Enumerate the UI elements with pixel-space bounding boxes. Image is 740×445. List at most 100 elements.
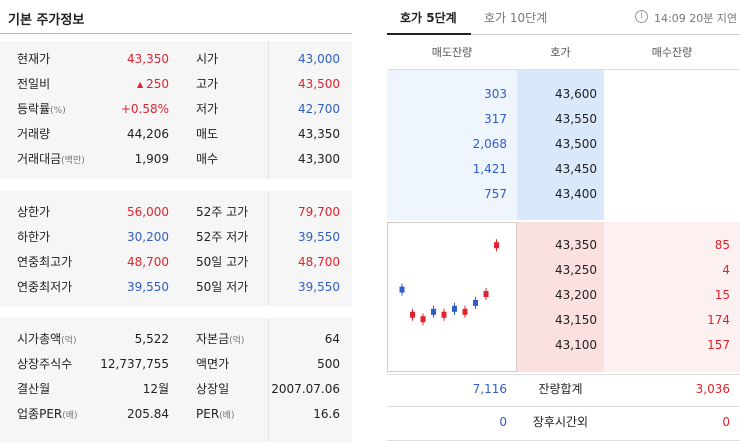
bid-price-area (517, 222, 604, 372)
info-value-secondary: 79,700 (298, 205, 340, 219)
info-label: 거래대금(백만) (17, 152, 85, 166)
stock-info-row: 연중최저가 39,550 50일 저가 39,550 (0, 275, 352, 300)
tabs-divider (387, 34, 740, 35)
ask-qty: 1,421 (472, 162, 507, 176)
info-value: 12월 (142, 382, 169, 396)
tab-orderbook-5[interactable]: 호가 5단계 (400, 11, 457, 25)
active-tab-indicator (387, 33, 471, 35)
totals-divider-top (387, 374, 740, 375)
info-value-secondary: 2007.07.06 (271, 382, 340, 396)
stock-info-row: 연중최고가 48,700 50일 고가 48,700 (0, 250, 352, 275)
stock-info-row: 거래대금(백만) 1,909 매수 43,300 (0, 147, 352, 172)
info-label-secondary: 52주 고가 (196, 205, 249, 219)
info-value: 39,550 (127, 280, 169, 294)
bid-price[interactable]: 43,200 (555, 288, 597, 302)
ask-price[interactable]: 43,400 (555, 187, 597, 201)
ask-qty: 303 (484, 87, 507, 101)
info-label-secondary: 상장일 (196, 382, 230, 396)
total-bid-qty: 3,036 (695, 382, 730, 396)
ask-qty-area (387, 70, 517, 220)
info-label-secondary: 시가 (196, 52, 219, 66)
candle (431, 308, 436, 315)
info-value-secondary: 43,500 (298, 77, 340, 91)
candle (441, 311, 447, 318)
tab-orderbook-10[interactable]: 호가 10단계 (484, 11, 548, 25)
ask-qty: 317 (484, 112, 507, 126)
ask-price[interactable]: 43,550 (555, 112, 597, 126)
bid-price[interactable]: 43,150 (555, 313, 597, 327)
stock-info-row: 전일비 ▲ 250 고가 43,500 (0, 72, 352, 97)
bid-qty: 157 (707, 338, 730, 352)
stock-info-row: 등락률(%) +0.58% 저가 42,700 (0, 97, 352, 122)
info-value-secondary: 39,550 (298, 230, 340, 244)
ask-price-area (517, 70, 604, 220)
info-label-secondary: 50일 고가 (196, 255, 249, 269)
bid-qty: 85 (714, 238, 730, 252)
info-value: 48,700 (127, 255, 169, 269)
info-value: 56,000 (127, 205, 169, 219)
stock-info-row: 거래량 44,206 매도 43,350 (0, 122, 352, 147)
mini-candle-chart-svg (399, 239, 499, 326)
info-label: 상장주식수 (17, 357, 73, 371)
info-label: 등락률(%) (17, 102, 66, 116)
info-value: 5,522 (134, 332, 169, 346)
stock-info-panel: 기본 주가정보 현재가 43,350 시가 43,000 전일비 ▲ 250 고가 43,500… (0, 0, 352, 445)
info-label-secondary: 고가 (196, 77, 219, 91)
column-divider (268, 318, 269, 442)
info-value: 43,350 (127, 52, 169, 66)
after-hours-label: 장후시간외 (532, 415, 589, 429)
info-value-secondary: 500 (317, 357, 340, 371)
bid-qty-area (604, 222, 740, 372)
info-label-secondary: 자본금(억) (196, 332, 245, 346)
candle (494, 242, 499, 249)
stock-info-row: 상장주식수 12,737,755 액면가 500 (0, 352, 352, 377)
bid-qty-header: 매수잔량 (651, 46, 693, 59)
stock-info-row: 하한가 30,200 52주 저가 39,550 (0, 225, 352, 250)
candle (473, 299, 478, 306)
info-label-secondary: 52주 저가 (196, 230, 249, 244)
bid-price[interactable]: 43,100 (555, 338, 597, 352)
after-hours-bid-qty: 0 (722, 415, 730, 429)
info-label-secondary: PER(배) (196, 407, 235, 421)
info-label: 연중최저가 (17, 280, 73, 294)
candle (420, 316, 426, 323)
up-triangle-icon: ▲ (136, 80, 144, 89)
ask-qty: 757 (484, 187, 507, 201)
ask-qty-header: 매도잔량 (431, 46, 473, 59)
ask-price[interactable]: 43,450 (555, 162, 597, 176)
info-label: 거래량 (17, 127, 51, 141)
info-label-secondary: 매도 (196, 127, 219, 141)
info-value-secondary: 16.6 (313, 407, 340, 421)
totals-divider-mid (387, 406, 740, 407)
info-value: 12,737,755 (100, 357, 169, 371)
info-value-secondary: 48,700 (298, 255, 340, 269)
info-value: 205.84 (127, 407, 169, 421)
bid-qty: 4 (722, 263, 730, 277)
info-label-secondary: 매수 (196, 152, 219, 166)
stock-info-row: 상한가 56,000 52주 고가 79,700 (0, 200, 352, 225)
info-label: 업종PER(배) (17, 407, 78, 421)
info-label: 연중최고가 (17, 255, 73, 269)
title-divider (0, 33, 352, 34)
ask-price[interactable]: 43,600 (555, 87, 597, 101)
delay-notice: 14:09 20분 지연 (654, 12, 738, 25)
stock-info-title: 기본 주가정보 (8, 13, 85, 28)
price-header: 호가 (550, 46, 571, 59)
bid-price[interactable]: 43,350 (555, 238, 597, 252)
info-label: 결산월 (17, 382, 51, 396)
info-label: 시가총액(억) (17, 332, 77, 346)
info-value-secondary: 43,300 (298, 152, 340, 166)
ask-price[interactable]: 43,500 (555, 137, 597, 151)
info-value: ▲ 250 (136, 77, 169, 91)
info-label-secondary: 50일 저가 (196, 280, 249, 294)
bid-price[interactable]: 43,250 (555, 263, 597, 277)
bid-qty: 15 (714, 288, 730, 302)
info-value-secondary: 43,350 (298, 127, 340, 141)
candle (410, 311, 415, 318)
bid-qty: 174 (707, 313, 730, 327)
info-icon[interactable]: i (635, 10, 648, 23)
ask-qty: 2,068 (472, 137, 507, 151)
stock-info-row: 결산월 12월 상장일 2007.07.06 (0, 377, 352, 402)
header-divider (387, 69, 740, 70)
info-label: 현재가 (17, 52, 51, 66)
